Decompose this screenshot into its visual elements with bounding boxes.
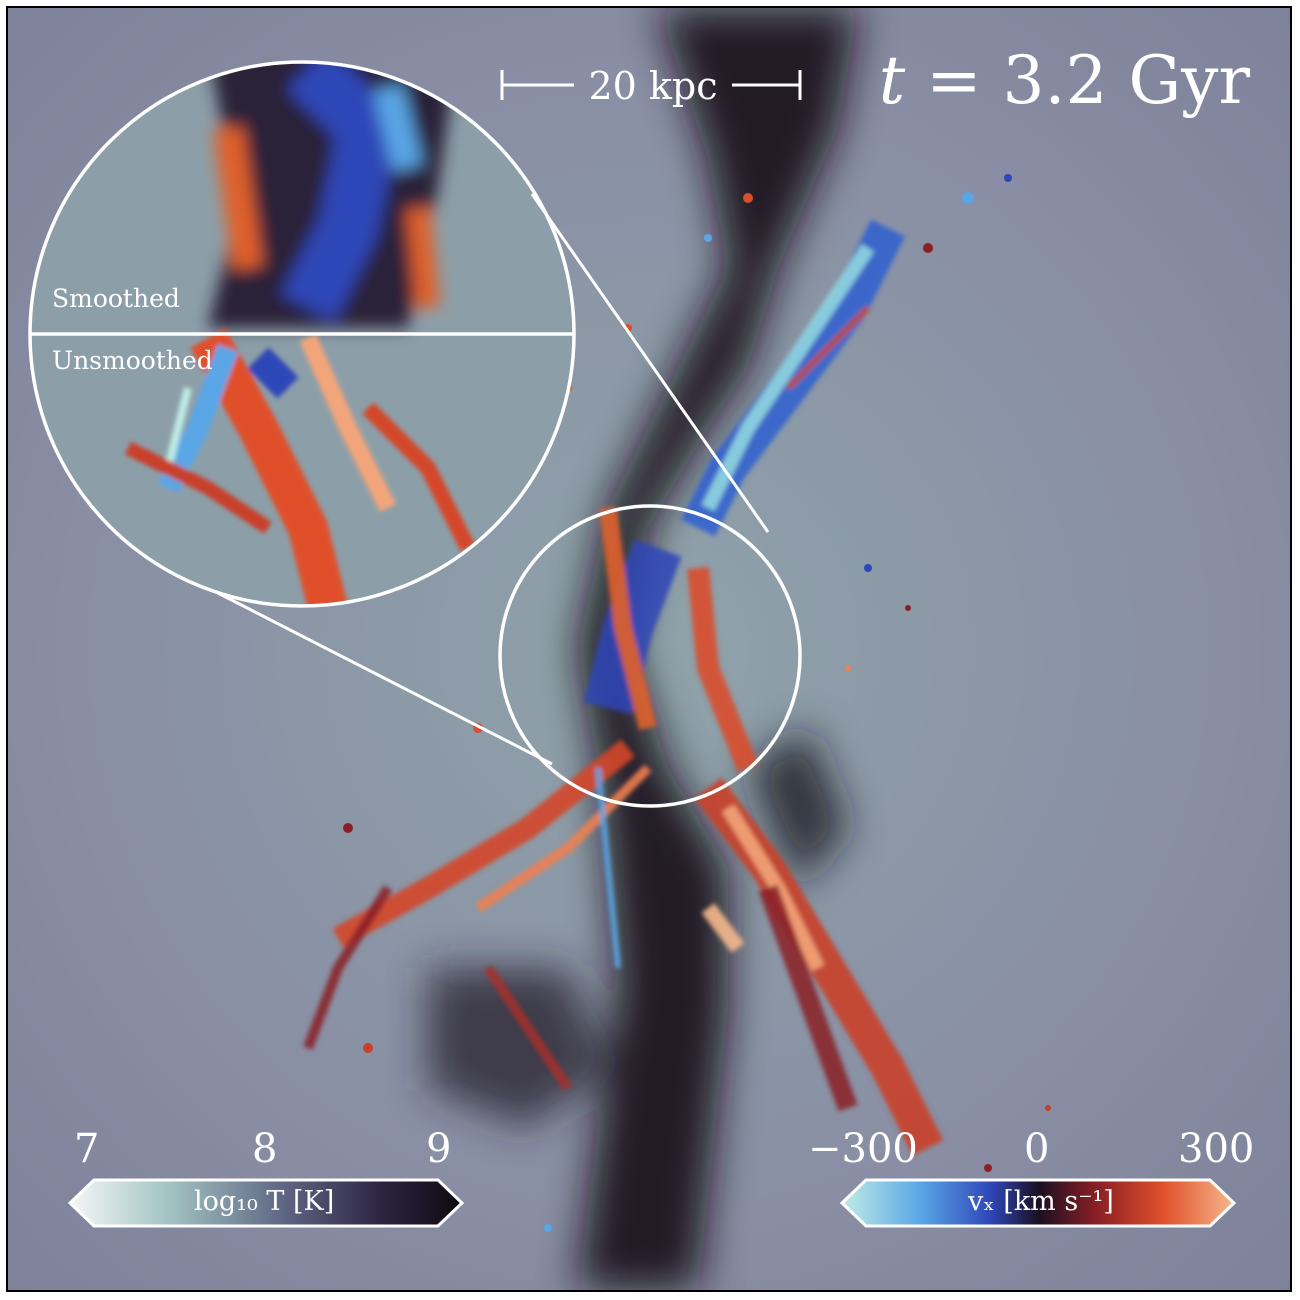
- velocity-colorbar-label: vₓ [km s⁻¹]: [968, 1186, 1114, 1217]
- zoom-region-circle: [498, 504, 802, 808]
- temperature-colorbar-label: log₁₀ T [K]: [194, 1186, 335, 1217]
- zoom-connector-upper: [530, 193, 770, 533]
- temperature-tick: 7: [74, 1126, 100, 1172]
- velocity-tick: −300: [808, 1126, 918, 1172]
- zoom-connector-lower: [215, 590, 553, 766]
- scale-bar-label: 20 kpc: [588, 64, 718, 108]
- temperature-tick: 9: [426, 1126, 452, 1172]
- scale-bar-label-box: 20 kpc: [500, 58, 804, 118]
- velocity-tick: 0: [1024, 1126, 1050, 1172]
- temperature-colorbar: [67, 1178, 465, 1228]
- time-variable: t: [878, 42, 906, 119]
- scale-bar: [500, 70, 802, 100]
- temperature-tick: 8: [252, 1126, 278, 1172]
- simulation-image: [8, 8, 1290, 1290]
- cold-gas-filaments: [303, 219, 944, 1156]
- velocity-tick: 300: [1178, 1126, 1255, 1172]
- unsmoothed-label: Unsmoothed: [52, 346, 213, 375]
- time-value: = 3.2 Gyr: [926, 42, 1250, 119]
- simulation-frame: t = 3.2 Gyr 20 kpc Smoothed Unsmoothed 7…: [6, 6, 1292, 1292]
- time-label: t = 3.2 Gyr: [879, 42, 1250, 119]
- smoothed-label: Smoothed: [52, 284, 180, 313]
- scattered-clumps: [343, 174, 1051, 1232]
- velocity-colorbar: [839, 1178, 1237, 1228]
